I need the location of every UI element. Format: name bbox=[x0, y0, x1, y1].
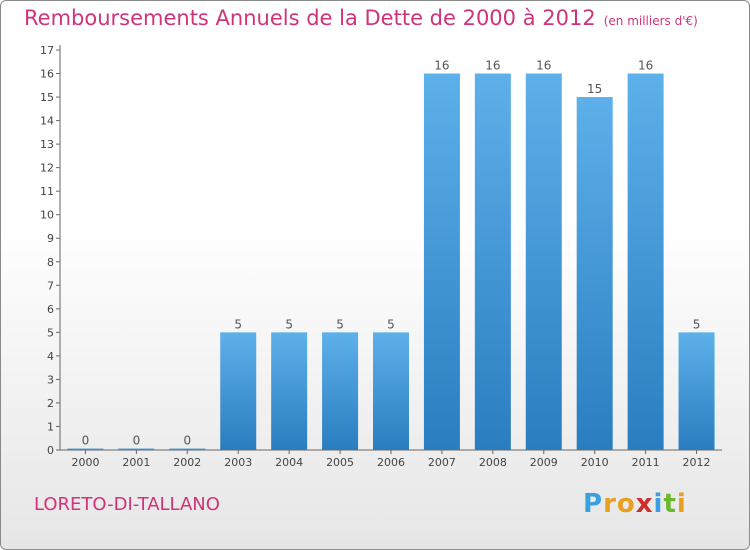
x-tick-label: 2009 bbox=[530, 456, 558, 469]
y-tick-label: 3 bbox=[47, 373, 54, 386]
value-label-2001: 0 bbox=[133, 434, 141, 448]
chart-bars bbox=[67, 73, 715, 450]
proxiti-logo: Proxiti bbox=[583, 489, 687, 519]
value-label-2007: 16 bbox=[434, 59, 449, 73]
y-tick-label: 14 bbox=[40, 115, 54, 128]
x-tick-label: 2002 bbox=[173, 456, 201, 469]
x-tick-label: 2005 bbox=[326, 456, 354, 469]
value-label-2011: 16 bbox=[638, 59, 653, 73]
x-tick-label: 2003 bbox=[224, 456, 252, 469]
bar-2008 bbox=[474, 73, 511, 450]
y-tick-label: 8 bbox=[47, 256, 54, 269]
bar-2004 bbox=[271, 332, 308, 450]
value-label-2012: 5 bbox=[693, 317, 701, 331]
y-tick-label: 17 bbox=[40, 44, 54, 57]
value-label-2010: 15 bbox=[587, 82, 602, 96]
value-label-2004: 5 bbox=[285, 317, 293, 331]
y-tick-label: 10 bbox=[40, 209, 54, 222]
bar-2012 bbox=[678, 332, 715, 450]
y-tick-label: 12 bbox=[40, 162, 54, 175]
x-tick-label: 2006 bbox=[377, 456, 405, 469]
bar-2005 bbox=[322, 332, 359, 450]
y-tick-label: 11 bbox=[40, 185, 54, 198]
x-tick-label: 2001 bbox=[122, 456, 150, 469]
y-tick-label: 1 bbox=[47, 420, 54, 433]
y-tick-label: 7 bbox=[47, 279, 54, 292]
bar-2000 bbox=[67, 448, 104, 450]
chart-title: Remboursements Annuels de la Dette de 20… bbox=[24, 6, 698, 30]
x-tick-label: 2007 bbox=[428, 456, 456, 469]
y-tick-label: 13 bbox=[40, 138, 54, 151]
commune-name: LORETO-DI-TALLANO bbox=[34, 494, 220, 515]
bar-2010 bbox=[576, 97, 613, 450]
chart-title-text: Remboursements Annuels de la Dette de 20… bbox=[24, 6, 596, 30]
y-tick-label: 16 bbox=[40, 68, 54, 81]
x-tick-label: 2008 bbox=[479, 456, 507, 469]
y-tick-label: 15 bbox=[40, 91, 54, 104]
bar-2002 bbox=[169, 448, 206, 450]
bar-2003 bbox=[220, 332, 257, 450]
x-tick-label: 2012 bbox=[683, 456, 711, 469]
x-tick-label: 2004 bbox=[275, 456, 303, 469]
x-tick-label: 2000 bbox=[71, 456, 99, 469]
value-label-2003: 5 bbox=[234, 317, 242, 331]
x-tick-label: 2010 bbox=[581, 456, 609, 469]
value-label-2009: 16 bbox=[536, 59, 551, 73]
y-tick-label: 6 bbox=[47, 303, 54, 316]
y-tick-label: 5 bbox=[47, 326, 54, 339]
bar-2011 bbox=[627, 73, 664, 450]
bar-2009 bbox=[525, 73, 562, 450]
bar-2007 bbox=[423, 73, 460, 450]
bar-2001 bbox=[118, 448, 155, 450]
value-label-2008: 16 bbox=[485, 59, 500, 73]
chart-subtitle: (en milliers d'€) bbox=[603, 14, 698, 28]
value-label-2002: 0 bbox=[183, 434, 191, 448]
y-tick-label: 2 bbox=[47, 397, 54, 410]
value-label-2006: 5 bbox=[387, 317, 395, 331]
y-tick-label: 4 bbox=[47, 350, 54, 363]
value-label-2000: 0 bbox=[82, 434, 90, 448]
y-tick-label: 0 bbox=[47, 444, 54, 457]
bar-2006 bbox=[373, 332, 409, 450]
chart-labels: 2000 0 2001 0 2002 0 2003 5 2004 5 2005 5 2006 5 2007 1… bbox=[71, 59, 710, 469]
x-tick-label: 2011 bbox=[632, 456, 660, 469]
value-label-2005: 5 bbox=[336, 317, 344, 331]
y-tick-label: 9 bbox=[47, 232, 54, 245]
